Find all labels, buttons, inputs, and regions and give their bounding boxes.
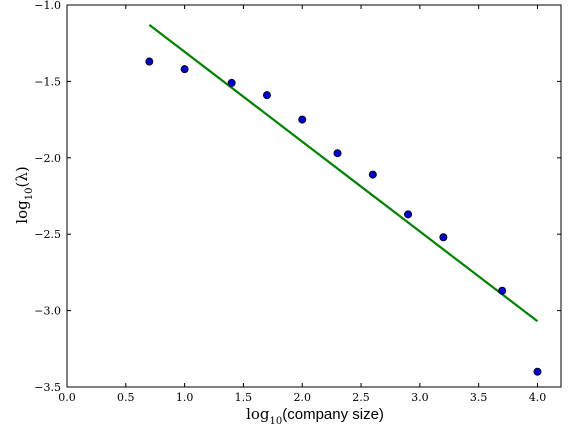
x-axis-label-subscript: 10 bbox=[270, 416, 283, 427]
y-axis-label: log10(λ) bbox=[13, 166, 35, 223]
y-tick-label: −3.5 bbox=[34, 381, 61, 394]
x-tick-label: 4.0 bbox=[529, 391, 547, 404]
data-point bbox=[369, 171, 376, 178]
y-tick-label: −3.0 bbox=[34, 305, 61, 318]
data-point bbox=[181, 66, 188, 73]
y-tick-label: −2.0 bbox=[34, 152, 61, 165]
data-point bbox=[499, 287, 506, 294]
y-tick-label: −1.0 bbox=[34, 0, 61, 12]
plot-frame bbox=[67, 5, 561, 387]
x-axis-label: log10(company size) bbox=[246, 405, 384, 427]
x-axis-ticks: 0.0 0.5 1.0 1.5 2.0 2.5 3.0 3.5 4.0 bbox=[58, 5, 546, 404]
x-axis-label-prefix: log bbox=[246, 405, 270, 423]
y-axis-label-suffix: (λ) bbox=[13, 166, 31, 187]
data-point bbox=[334, 150, 341, 157]
x-tick-label: 1.0 bbox=[176, 391, 194, 404]
y-tick-label: −1.5 bbox=[34, 75, 61, 88]
data-point bbox=[534, 368, 541, 375]
x-tick-label: 3.5 bbox=[470, 391, 488, 404]
data-point bbox=[146, 58, 153, 65]
plot-area: 0.0 0.5 1.0 1.5 2.0 2.5 3.0 3.5 4.0 −1.0−1.5−2.0… bbox=[34, 0, 561, 404]
x-tick-label: 2.0 bbox=[293, 391, 311, 404]
x-tick-label: 3.0 bbox=[411, 391, 429, 404]
fit-line bbox=[149, 25, 537, 321]
x-tick-label: 1.5 bbox=[235, 391, 253, 404]
data-point bbox=[404, 211, 411, 218]
data-point bbox=[228, 79, 235, 86]
y-axis-label-subscript: 10 bbox=[24, 188, 35, 201]
data-point bbox=[440, 234, 447, 241]
series-layer bbox=[146, 25, 541, 375]
y-axis-ticks: −1.0 −1.5 −2.0 −2.5 −3.0 −3.5 bbox=[34, 0, 561, 394]
data-point bbox=[299, 116, 306, 123]
data-point bbox=[263, 92, 270, 99]
x-axis-label-suffix: (company size) bbox=[282, 406, 384, 423]
x-tick-label: 2.5 bbox=[352, 391, 370, 404]
y-tick-label: −2.5 bbox=[34, 228, 61, 241]
x-tick-label: 0.5 bbox=[117, 391, 135, 404]
y-axis-label-prefix: log bbox=[13, 200, 31, 224]
